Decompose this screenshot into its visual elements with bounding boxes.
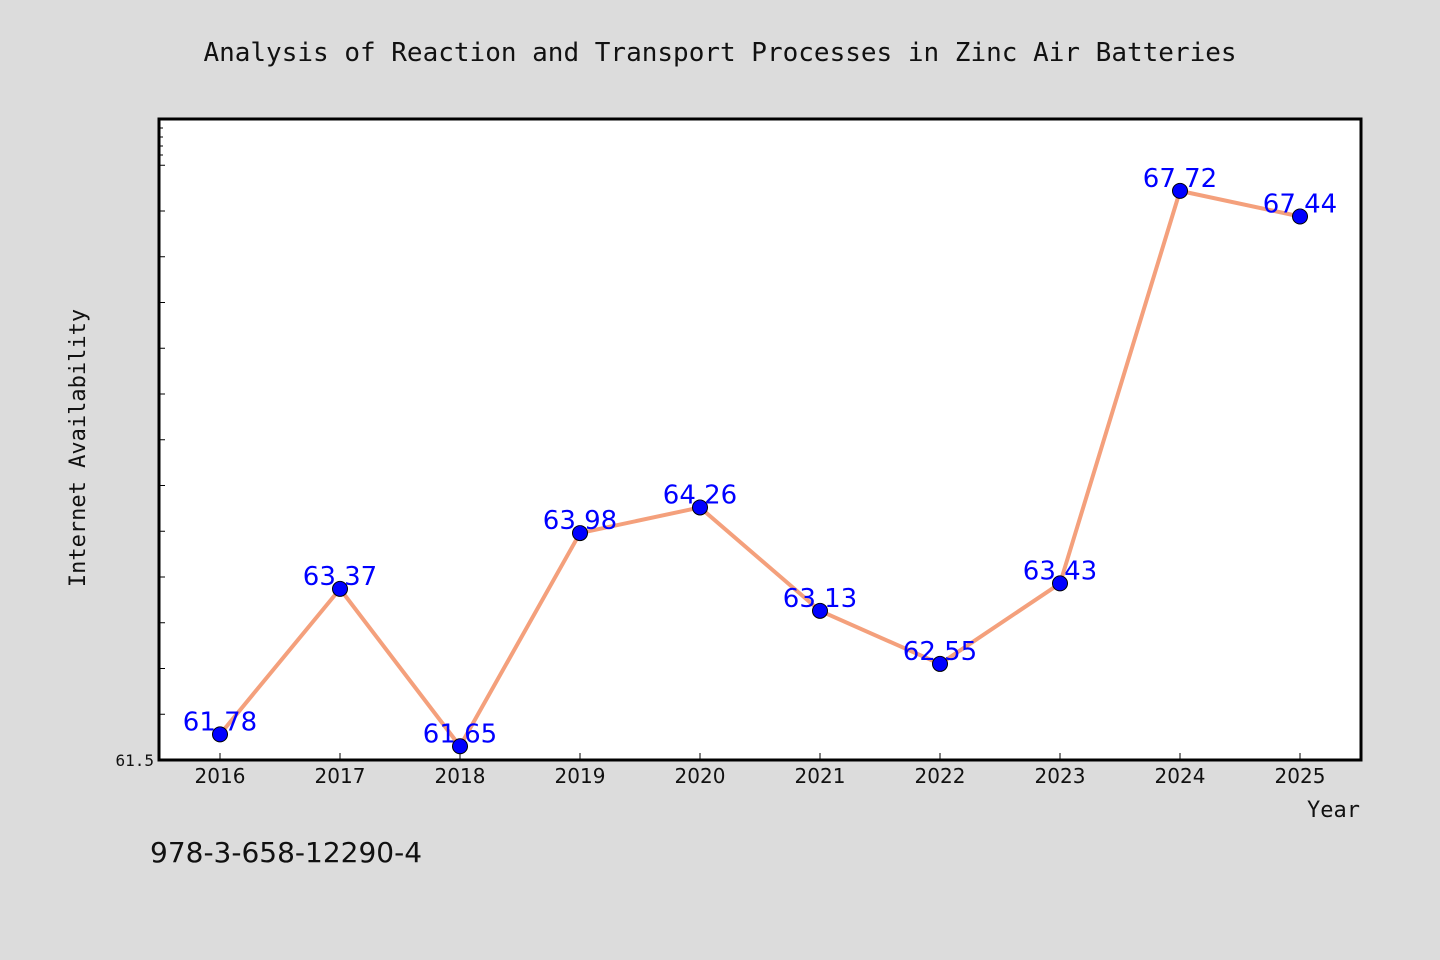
series-line bbox=[218, 188, 1301, 749]
x-tick-label: 2025 bbox=[1275, 764, 1326, 788]
data-point bbox=[692, 499, 708, 516]
x-axis-label: Year bbox=[1307, 798, 1360, 823]
data-label: 67.72 bbox=[1143, 164, 1217, 194]
isbn-text: 978-3-658-12290-4 bbox=[150, 836, 422, 869]
y-axis-label: Internet Availability bbox=[66, 309, 91, 587]
y-tick-label: 61.5 bbox=[115, 751, 154, 770]
data-point bbox=[212, 726, 228, 743]
data-label: 64.26 bbox=[663, 480, 737, 510]
data-point bbox=[812, 602, 828, 619]
x-tick-label: 2017 bbox=[315, 764, 366, 788]
data-points bbox=[212, 182, 1308, 755]
x-tick-label: 2016 bbox=[195, 764, 246, 788]
x-tick-labels: 2016 2017 2018 2019 2020 2021 2022 2023 2024 2025 bbox=[195, 764, 1326, 788]
data-point bbox=[1172, 182, 1188, 199]
data-label: 63.98 bbox=[543, 506, 617, 536]
data-point bbox=[932, 655, 948, 672]
data-label: 62.55 bbox=[903, 637, 977, 667]
data-point bbox=[572, 525, 588, 542]
data-label: 67.44 bbox=[1263, 189, 1337, 219]
data-label: 63.43 bbox=[1023, 556, 1097, 586]
data-point bbox=[1052, 575, 1068, 592]
x-tick-label: 2022 bbox=[915, 764, 966, 788]
data-point bbox=[332, 580, 348, 597]
data-point bbox=[1292, 208, 1308, 225]
data-labels: 61.78 63.37 61.65 63.98 64.26 63.13 62.55 63.43… bbox=[183, 164, 1337, 749]
x-tick-label: 2021 bbox=[795, 764, 846, 788]
x-tick-label: 2023 bbox=[1035, 764, 1086, 788]
plot-area bbox=[157, 117, 1363, 762]
y-axis-ticks bbox=[159, 119, 165, 761]
data-label: 63.13 bbox=[783, 584, 857, 614]
data-label: 61.65 bbox=[423, 719, 497, 749]
x-tick-label: 2018 bbox=[435, 764, 486, 788]
data-point bbox=[452, 738, 468, 755]
x-tick-label: 2024 bbox=[1155, 764, 1206, 788]
x-tick-label: 2020 bbox=[675, 764, 726, 788]
x-tick-label: 2019 bbox=[555, 764, 606, 788]
data-label: 63.37 bbox=[303, 562, 377, 592]
chart-title: Analysis of Reaction and Transport Proce… bbox=[203, 38, 1236, 68]
data-label: 61.78 bbox=[183, 707, 257, 737]
